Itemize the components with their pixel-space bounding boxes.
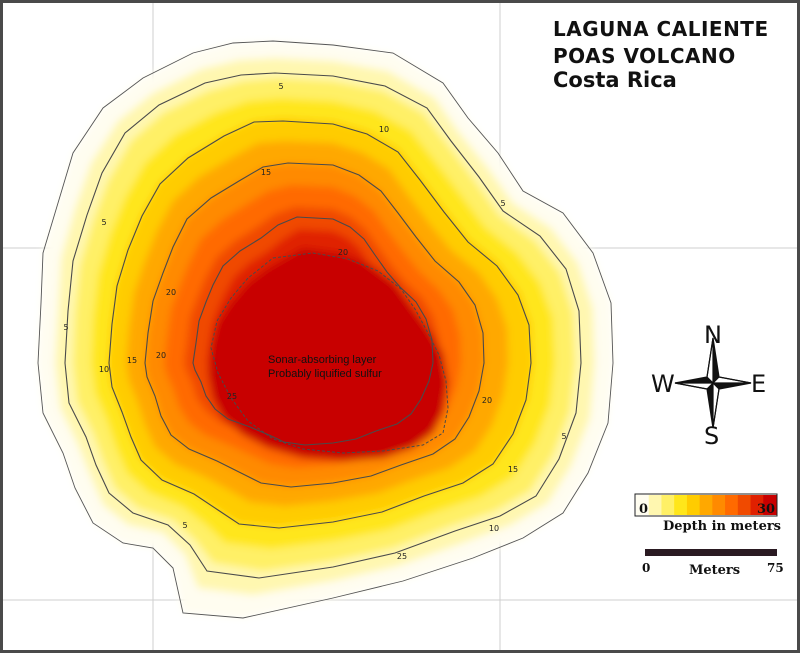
map-title: LAGUNA CALIENTE — [553, 17, 769, 41]
depth-legend-swatch — [763, 495, 777, 515]
depth-legend-swatches — [636, 495, 777, 515]
annotation-line-1: Sonar-absorbing layer — [268, 354, 377, 366]
map-subtitle: POAS VOLCANO — [553, 44, 736, 68]
contour-label: 20 — [156, 351, 166, 360]
depth-legend-swatch — [661, 495, 675, 515]
contour-label: 5 — [561, 432, 566, 441]
depth-legend-swatch — [737, 495, 752, 515]
map-location: Costa Rica — [553, 68, 677, 92]
depth-legend-swatch — [686, 495, 701, 515]
contour-10m — [108, 120, 532, 529]
depth-legend-swatch — [750, 495, 764, 515]
contour-label: 10 — [379, 125, 389, 134]
contour-label: 5 — [500, 199, 505, 208]
depth-legend — [634, 493, 778, 517]
depth-legend-max: 30 — [757, 502, 776, 517]
contour-lines — [37, 40, 614, 619]
contour-label: 20 — [166, 288, 176, 297]
compass-icon — [674, 337, 752, 429]
bathymetry-map: 5 5 5 5 5 5 10 10 10 15 15 15 20 20 20 2… — [3, 3, 797, 650]
compass-west-label: W — [651, 370, 675, 398]
contour-label: 5 — [182, 521, 187, 530]
depth-legend-swatch — [712, 495, 726, 515]
contour-label: 5 — [63, 323, 68, 332]
depth-band-10 — [208, 248, 448, 461]
compass-east-label: E — [751, 370, 767, 398]
contour-5m — [64, 72, 582, 579]
contour-label: 25 — [397, 552, 407, 561]
contour-15m — [144, 162, 485, 488]
contour-label: 10 — [489, 524, 499, 533]
contour-label: 10 — [99, 365, 109, 374]
depth-legend-label: Depth in meters — [663, 519, 782, 534]
contour-label: 20 — [338, 248, 348, 257]
compass-south-label: S — [704, 422, 720, 450]
compass-north-label: N — [704, 321, 722, 349]
depth-bands — [38, 41, 613, 618]
contour-label: 15 — [127, 356, 137, 365]
contour-labels: 5 5 5 5 5 5 10 10 10 15 15 15 20 20 20 2… — [63, 82, 566, 561]
scale-bar-max: 75 — [767, 561, 784, 575]
depth-legend-swatch — [725, 495, 739, 515]
scale-bar-min: 0 — [642, 561, 651, 575]
scale-bar-label: Meters — [689, 563, 741, 578]
depth-legend-swatch — [674, 495, 688, 515]
contour-label: 25 — [227, 392, 237, 401]
contour-label: 20 — [482, 396, 492, 405]
depth-legend-swatch — [648, 495, 662, 515]
depth-legend-min: 0 — [639, 502, 649, 517]
contour-label: 15 — [261, 168, 271, 177]
contour-label: 15 — [508, 465, 518, 474]
annotation-line-2: Probably liquified sulfur — [268, 368, 382, 380]
contour-label: 5 — [101, 218, 106, 227]
contour-outline — [37, 40, 614, 619]
contour-20m — [192, 216, 434, 446]
depth-legend-swatch — [699, 495, 713, 515]
contour-25m-layer — [210, 252, 449, 454]
contour-label: 5 — [278, 82, 283, 91]
scale-bar — [645, 549, 777, 556]
depth-legend-swatch — [636, 495, 650, 515]
